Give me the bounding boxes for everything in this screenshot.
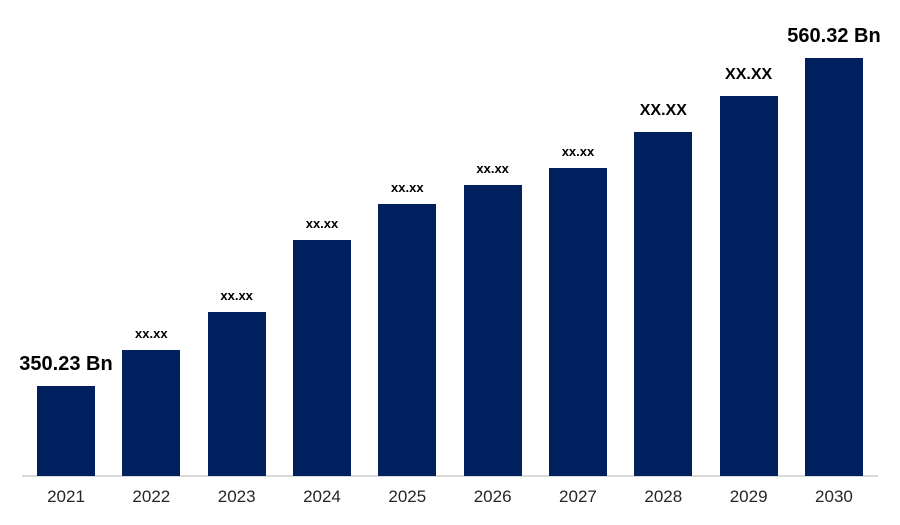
value-label-2023: xx.xx bbox=[220, 288, 253, 303]
bar-2026 bbox=[463, 185, 522, 476]
bar-2021 bbox=[37, 386, 95, 476]
value-label-2026: xx.xx bbox=[476, 161, 509, 176]
x-axis-line bbox=[22, 475, 878, 477]
value-label-2030: 560.32 Bn bbox=[787, 25, 881, 47]
bar-2029 bbox=[719, 96, 778, 476]
bar-2022 bbox=[122, 350, 181, 476]
x-axis-label-2026: 2026 bbox=[473, 487, 512, 506]
bar-2023 bbox=[207, 312, 266, 476]
bar-2028 bbox=[634, 132, 693, 476]
x-axis-label-2022: 2022 bbox=[132, 487, 171, 506]
value-label-2028: XX.XX bbox=[639, 102, 687, 119]
x-axis-label-2030: 2030 bbox=[815, 487, 853, 506]
bar-2025 bbox=[378, 204, 437, 476]
x-axis-label-2025: 2025 bbox=[388, 487, 427, 506]
x-axis-label-2021: 2021 bbox=[47, 487, 85, 506]
value-label-2025: xx.xx bbox=[391, 180, 424, 195]
value-label-2024: xx.xx bbox=[305, 216, 339, 231]
value-label-2027: xx.xx bbox=[561, 144, 595, 159]
value-label-2021: 350.23 Bn bbox=[19, 353, 113, 375]
x-axis-label-2028: 2028 bbox=[644, 487, 683, 506]
bar-2030 bbox=[804, 58, 863, 476]
bar-2027 bbox=[548, 168, 607, 476]
x-axis-label-2023: 2023 bbox=[217, 487, 256, 506]
bar-2024 bbox=[292, 240, 351, 476]
x-axis-label-2024: 2024 bbox=[303, 487, 341, 506]
x-axis-label-2029: 2029 bbox=[729, 487, 768, 506]
value-label-2022: xx.xx bbox=[135, 326, 168, 341]
x-axis-label-2027: 2027 bbox=[559, 487, 597, 506]
value-label-2029: XX.XX bbox=[725, 66, 773, 83]
